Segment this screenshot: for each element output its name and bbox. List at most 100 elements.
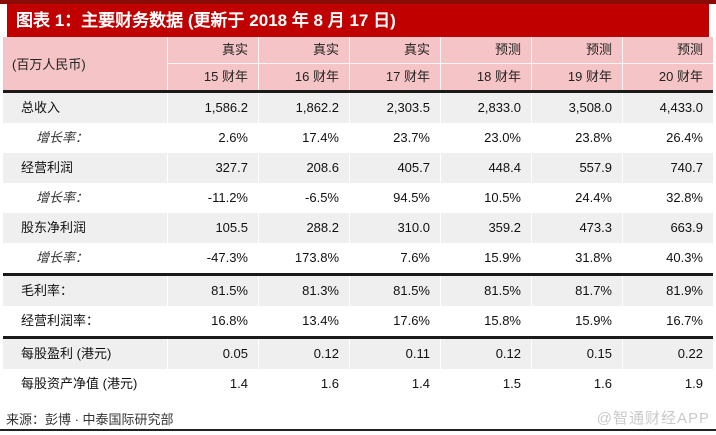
cell-fy15: -47.3% [167, 243, 258, 273]
cell-fy16: 17.4% [258, 123, 349, 153]
table-row-operating-profit-growth: 增长率： -11.2% -6.5% 94.5% 10.5% 24.4% 32.8… [3, 183, 713, 213]
source-note: 来源：彭博 · 中泰国际研究部 [6, 412, 174, 427]
cell-fy20: 40.3% [622, 243, 713, 273]
cell-fy15: -11.2% [167, 183, 258, 213]
cell-fy19: 0.15 [531, 339, 622, 369]
cell-fy16: 208.6 [258, 153, 349, 183]
cell-fy19: 81.7% [531, 276, 622, 306]
cell-fy20: 26.4% [622, 123, 713, 153]
cell-fy17: 1.4 [349, 369, 440, 399]
cell-fy16: 13.4% [258, 306, 349, 336]
table-row-revenue: 总收入 1,586.2 1,862.2 2,303.5 2,833.0 3,50… [3, 93, 713, 123]
cell-fy18: 10.5% [440, 183, 531, 213]
column-group-fy15: 真实 [167, 37, 258, 64]
cell-fy19: 557.9 [531, 153, 622, 183]
cell-fy16: 81.3% [258, 276, 349, 306]
cell-fy19: 1.6 [531, 369, 622, 399]
cell-fy17: 81.5% [349, 276, 440, 306]
cell-fy18: 2,833.0 [440, 93, 531, 123]
cell-fy17: 310.0 [349, 213, 440, 243]
row-label: 经营利润 [21, 160, 74, 175]
top-accent-line [0, 0, 716, 4]
column-group-fy18: 预测 [440, 37, 531, 64]
footer-row: 来源：彭博 · 中泰国际研究部 @智通财经APP [6, 399, 710, 429]
cell-fy18: 448.4 [440, 153, 531, 183]
row-label: 每股资产净值 (港元) [21, 376, 138, 391]
cell-fy16: 173.8% [258, 243, 349, 273]
column-header-fy18: 18 财年 [440, 64, 531, 90]
cell-fy20: 663.9 [622, 213, 713, 243]
cell-fy20: 0.22 [622, 339, 713, 369]
cell-fy15: 327.7 [167, 153, 258, 183]
cell-fy19: 31.8% [531, 243, 622, 273]
table-row-nav-per-share: 每股资产净值 (港元) 1.4 1.6 1.4 1.5 1.6 1.9 [3, 369, 713, 399]
cell-fy20: 81.9% [622, 276, 713, 306]
column-header-fy20: 20 财年 [622, 64, 713, 90]
cell-fy17: 23.7% [349, 123, 440, 153]
cell-fy18: 81.5% [440, 276, 531, 306]
cell-fy19: 15.9% [531, 306, 622, 336]
cell-fy19: 473.3 [531, 213, 622, 243]
row-label: 增长率： [36, 130, 89, 145]
cell-fy15: 16.8% [167, 306, 258, 336]
cell-fy20: 740.7 [622, 153, 713, 183]
cell-fy18: 23.0% [440, 123, 531, 153]
column-header-fy15: 15 财年 [167, 64, 258, 90]
table-row-revenue-growth: 增长率： 2.6% 17.4% 23.7% 23.0% 23.8% 26.4% [3, 123, 713, 153]
cell-fy16: 1,862.2 [258, 93, 349, 123]
section-divider [3, 336, 713, 339]
column-header-fy17: 17 财年 [349, 64, 440, 90]
cell-fy19: 3,508.0 [531, 93, 622, 123]
table-row-gross-margin: 毛利率： 81.5% 81.3% 81.5% 81.5% 81.7% 81.9% [3, 276, 713, 306]
chart-title: 图表 1：主要财务数据 (更新于 2018 年 8 月 17 日) [16, 11, 396, 30]
column-group-fy17: 真实 [349, 37, 440, 64]
unit-label: (百万人民币) [12, 57, 86, 72]
cell-fy17: 17.6% [349, 306, 440, 336]
section-divider [3, 90, 713, 93]
section-divider [3, 273, 713, 276]
cell-fy19: 23.8% [531, 123, 622, 153]
cell-fy17: 2,303.5 [349, 93, 440, 123]
cell-fy15: 1,586.2 [167, 93, 258, 123]
column-header-fy19: 19 财年 [531, 64, 622, 90]
cell-fy15: 81.5% [167, 276, 258, 306]
cell-fy19: 24.4% [531, 183, 622, 213]
cell-fy20: 4,433.0 [622, 93, 713, 123]
table-row-eps: 每股盈利 (港元) 0.05 0.12 0.11 0.12 0.15 0.22 [3, 339, 713, 369]
row-label: 股东净利润 [21, 220, 87, 235]
table-row-net-profit-growth: 增长率： -47.3% 173.8% 7.6% 15.9% 31.8% 40.3… [3, 243, 713, 273]
column-group-fy16: 真实 [258, 37, 349, 64]
table-row-net-profit: 股东净利润 105.5 288.2 310.0 359.2 473.3 663.… [3, 213, 713, 243]
cell-fy20: 32.8% [622, 183, 713, 213]
cell-fy18: 359.2 [440, 213, 531, 243]
row-label: 经营利润率： [21, 313, 100, 328]
table-row-operating-profit: 经营利润 327.7 208.6 405.7 448.4 557.9 740.7 [3, 153, 713, 183]
cell-fy20: 16.7% [622, 306, 713, 336]
watermark: @智通财经APP [596, 410, 710, 427]
cell-fy17: 7.6% [349, 243, 440, 273]
row-label: 总收入 [21, 100, 61, 115]
row-label: 每股盈利 (港元) [21, 346, 112, 361]
cell-fy15: 2.6% [167, 123, 258, 153]
bottom-frame-line [0, 429, 716, 431]
cell-fy15: 105.5 [167, 213, 258, 243]
cell-fy15: 1.4 [167, 369, 258, 399]
cell-fy20: 1.9 [622, 369, 713, 399]
row-label: 毛利率： [21, 283, 74, 298]
cell-fy17: 405.7 [349, 153, 440, 183]
cell-fy16: -6.5% [258, 183, 349, 213]
table-row-operating-margin: 经营利润率： 16.8% 13.4% 17.6% 15.8% 15.9% 16.… [3, 306, 713, 336]
cell-fy18: 0.12 [440, 339, 531, 369]
row-label: 增长率： [36, 250, 89, 265]
cell-fy15: 0.05 [167, 339, 258, 369]
column-group-fy20: 预测 [622, 37, 713, 64]
chart-title-bar: 图表 1：主要财务数据 (更新于 2018 年 8 月 17 日) [7, 4, 709, 37]
cell-fy17: 0.11 [349, 339, 440, 369]
cell-fy16: 1.6 [258, 369, 349, 399]
table-header: (百万人民币) 真实 真实 真实 预测 预测 预测 15 财年 16 财年 17… [3, 37, 713, 90]
row-label: 增长率： [36, 190, 89, 205]
cell-fy17: 94.5% [349, 183, 440, 213]
cell-fy18: 1.5 [440, 369, 531, 399]
cell-fy18: 15.9% [440, 243, 531, 273]
cell-fy16: 0.12 [258, 339, 349, 369]
